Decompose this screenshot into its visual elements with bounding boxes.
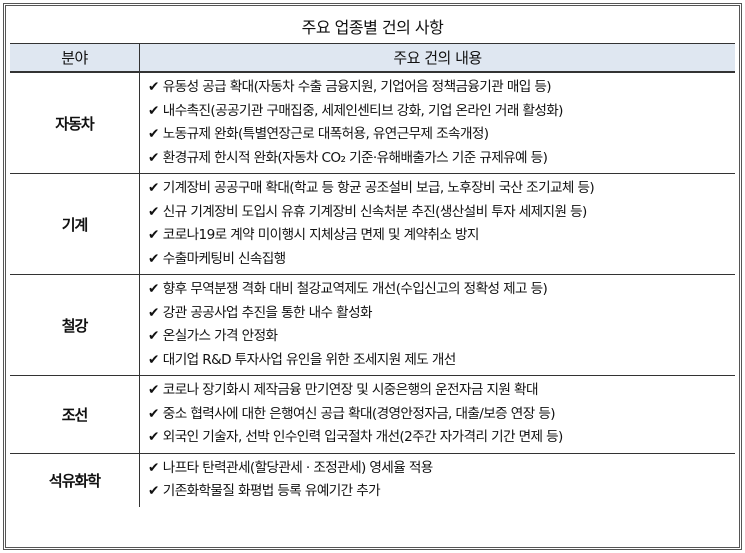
check-icon: ✔ <box>148 429 159 445</box>
items-cell: ✔ 코로나 장기화시 제작금융 만기연장 및 시중은행의 운전자금 지원 확대 ✔ 중… <box>139 375 735 454</box>
header-category: 분야 <box>10 43 140 73</box>
check-icon: ✔ <box>148 281 159 297</box>
check-icon: ✔ <box>148 102 159 119</box>
check-icon: ✔ <box>148 149 159 166</box>
check-icon: ✔ <box>148 459 159 476</box>
list-item: ✔ 대기업 R&D 투자사업 유인을 위한 조세지원 제도 개선 <box>148 349 735 373</box>
item-text: 코로나 장기화시 제작금융 만기연장 및 시중은행의 운전자금 지원 확대 <box>162 382 539 398</box>
item-text: 기존화학물질 화평법 등록 유예기간 추가 <box>162 483 381 499</box>
check-icon: ✔ <box>148 304 159 321</box>
industry-proposals-table: 주요 업종별 건의 사항 분야 주요 건의 내용 자동차 ✔ 유동성 공급 확대(자… <box>10 8 735 507</box>
list-item: ✔ 중소 협력사에 대한 은행여신 공급 확대(경영안정자금, 대출/보증 연장 … <box>148 403 735 427</box>
table-row: 철강 ✔ 향후 무역분쟁 격화 대비 철강교역제도 개선(수입신고의 정확성 제고 … <box>10 274 735 376</box>
list-item: ✔ 나프타 탄력관세(할당관세 · 조정관세) 영세율 적용 <box>148 457 735 481</box>
list-item: ✔ 코로나19로 계약 미이행시 지체상금 면제 및 계약취소 방지 <box>148 224 735 248</box>
check-icon: ✔ <box>148 203 159 220</box>
list-item: ✔ 향후 무역분쟁 격화 대비 철강교역제도 개선(수입신고의 정확성 제고 등) <box>148 278 735 302</box>
category-cell: 조선 <box>10 375 140 454</box>
item-text: 향후 무역분쟁 격화 대비 철강교역제도 개선(수입신고의 정확성 제고 등) <box>162 281 548 297</box>
check-icon: ✔ <box>148 250 159 267</box>
list-item: ✔ 강관 공공사업 추진을 통한 내수 활성화 <box>148 302 735 326</box>
list-item: ✔ 환경규제 한시적 완화(자동차 CO₂ 기준·유해배출가스 기준 규제유예 등… <box>148 147 735 171</box>
category-cell: 기계 <box>10 173 140 275</box>
list-item: ✔ 온실가스 가격 안정화 <box>148 325 735 349</box>
item-text: 수출마케팅비 신속집행 <box>162 250 286 267</box>
item-text: 환경규제 한시적 완화(자동차 CO₂ 기준·유해배출가스 기준 규제유예 등) <box>162 149 548 166</box>
item-text: 온실가스 가격 안정화 <box>162 328 278 344</box>
item-text: 나프타 탄력관세(할당관세 · 조정관세) 영세율 적용 <box>162 459 433 476</box>
items-cell: ✔ 유동성 공급 확대(자동차 수출 금융지원, 기업어음 정책금융기관 매입 등… <box>139 72 735 174</box>
list-item: ✔ 외국인 기술자, 선박 인수인력 입국절차 개선(2주간 자가격리 기간 면제… <box>148 426 735 450</box>
check-icon: ✔ <box>148 126 159 142</box>
check-icon: ✔ <box>148 405 159 422</box>
category-cell: 철강 <box>10 274 140 376</box>
category-cell: 석유화학 <box>10 453 140 507</box>
list-item: ✔ 기계장비 공공구매 확대(학교 등 항균 공조설비 보급, 노후장비 국산 조… <box>148 177 735 201</box>
category-cell: 자동차 <box>10 72 140 174</box>
item-text: 신규 기계장비 도입시 유휴 기계장비 신속처분 추진(생산설비 투자 세제지원… <box>162 203 588 220</box>
item-text: 중소 협력사에 대한 은행여신 공급 확대(경영안정자금, 대출/보증 연장 등… <box>162 405 556 422</box>
list-item: ✔ 신규 기계장비 도입시 유휴 기계장비 신속처분 추진(생산설비 투자 세제지… <box>148 201 735 225</box>
list-item: ✔ 기존화학물질 화평법 등록 유예기간 추가 <box>148 480 735 504</box>
header-row: 분야 주요 건의 내용 <box>10 43 735 73</box>
list-item: ✔ 내수촉진(공공기관 구매집중, 세제인센티브 강화, 기업 온라인 거래 활성… <box>148 100 735 124</box>
check-icon: ✔ <box>148 328 159 344</box>
item-text: 내수촉진(공공기관 구매집중, 세제인센티브 강화, 기업 온라인 거래 활성화… <box>162 102 564 119</box>
check-icon: ✔ <box>148 483 159 499</box>
item-text: 외국인 기술자, 선박 인수인력 입국절차 개선(2주간 자가격리 기간 면제 … <box>162 429 564 445</box>
list-item: ✔ 유동성 공급 확대(자동차 수출 금융지원, 기업어음 정책금융기관 매입 등… <box>148 76 735 100</box>
document-table-frame: 주요 업종별 건의 사항 분야 주요 건의 내용 자동차 ✔ 유동성 공급 확대(자… <box>3 3 742 550</box>
items-cell: ✔ 향후 무역분쟁 격화 대비 철강교역제도 개선(수입신고의 정확성 제고 등)… <box>139 274 735 376</box>
item-text: 코로나19로 계약 미이행시 지체상금 면제 및 계약취소 방지 <box>162 227 480 243</box>
item-text: 유동성 공급 확대(자동차 수출 금융지원, 기업어음 정책금융기관 매입 등) <box>162 79 552 95</box>
check-icon: ✔ <box>148 382 159 398</box>
item-text: 강관 공공사업 추진을 통한 내수 활성화 <box>162 304 373 321</box>
item-text: 대기업 R&D 투자사업 유인을 위한 조세지원 제도 개선 <box>162 351 456 368</box>
list-item: ✔ 코로나 장기화시 제작금융 만기연장 및 시중은행의 운전자금 지원 확대 <box>148 379 735 403</box>
list-item: ✔ 노동규제 완화(특별연장근로 대폭허용, 유연근무제 조속개정) <box>148 123 735 147</box>
header-content: 주요 건의 내용 <box>139 43 735 73</box>
item-text: 기계장비 공공구매 확대(학교 등 항균 공조설비 보급, 노후장비 국산 조기… <box>162 180 595 196</box>
table-row: 기계 ✔ 기계장비 공공구매 확대(학교 등 항균 공조설비 보급, 노후장비 국산… <box>10 173 735 275</box>
table-title: 주요 업종별 건의 사항 <box>301 17 444 37</box>
table-row: 석유화학 ✔ 나프타 탄력관세(할당관세 · 조정관세) 영세율 적용 ✔ 기존화학물질… <box>10 453 735 507</box>
check-icon: ✔ <box>148 180 159 196</box>
check-icon: ✔ <box>148 227 159 243</box>
list-item: ✔ 수출마케팅비 신속집행 <box>148 248 735 272</box>
table-row: 조선 ✔ 코로나 장기화시 제작금융 만기연장 및 시중은행의 운전자금 지원 확대… <box>10 375 735 454</box>
items-cell: ✔ 나프타 탄력관세(할당관세 · 조정관세) 영세율 적용 ✔ 기존화학물질 화평법… <box>140 453 736 507</box>
check-icon: ✔ <box>148 79 159 95</box>
table-row: 자동차 ✔ 유동성 공급 확대(자동차 수출 금융지원, 기업어음 정책금융기관 매… <box>10 72 735 174</box>
items-cell: ✔ 기계장비 공공구매 확대(학교 등 항균 공조설비 보급, 노후장비 국산 조… <box>139 173 735 275</box>
check-icon: ✔ <box>148 351 159 368</box>
item-text: 노동규제 완화(특별연장근로 대폭허용, 유연근무제 조속개정) <box>162 126 489 142</box>
